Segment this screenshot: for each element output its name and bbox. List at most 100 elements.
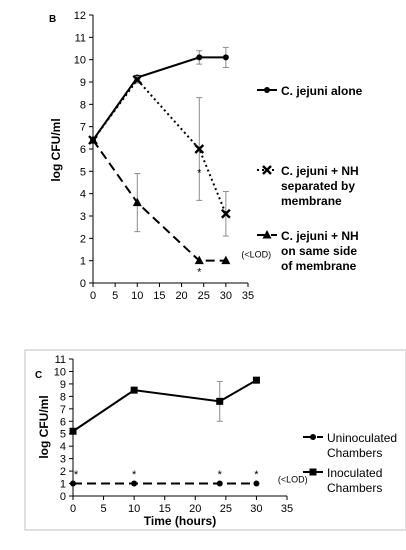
data-point bbox=[132, 74, 143, 85]
y-tick-label: 10 bbox=[54, 366, 66, 378]
series-line bbox=[72, 379, 257, 433]
legend-label: of membrane bbox=[281, 259, 357, 273]
y-tick-label: 2 bbox=[80, 233, 86, 245]
legend-label: C. jejuni + NH bbox=[281, 229, 359, 243]
data-point-stroke-b bbox=[132, 74, 143, 85]
legend-label: Uninoculated bbox=[327, 431, 397, 445]
y-tick-label: 3 bbox=[80, 211, 86, 223]
x-tick-label: 0 bbox=[70, 503, 76, 515]
data-point bbox=[131, 480, 138, 487]
data-point bbox=[70, 480, 76, 487]
data-point bbox=[253, 480, 260, 487]
data-point bbox=[196, 54, 203, 61]
legend-marker bbox=[262, 165, 272, 175]
x-tick-label: 30 bbox=[220, 290, 232, 302]
data-point-stroke-b bbox=[194, 144, 205, 154]
significance-asterisk: * bbox=[74, 469, 79, 481]
series-2 bbox=[88, 135, 231, 265]
series-0 bbox=[70, 480, 260, 487]
y-tick-label: 9 bbox=[80, 77, 86, 89]
data-point bbox=[194, 255, 204, 265]
y-tick-label: 4 bbox=[60, 441, 66, 453]
data-point bbox=[216, 480, 223, 487]
data-point bbox=[221, 208, 231, 219]
x-tick-label: 35 bbox=[281, 503, 293, 515]
lod-annotation: (<LOD) bbox=[241, 249, 271, 259]
panel-label: C bbox=[35, 370, 42, 381]
x-tick-label: 5 bbox=[112, 290, 118, 302]
series-1 bbox=[88, 74, 231, 237]
panel-label: B bbox=[49, 14, 56, 25]
y-tick-label: 1 bbox=[80, 256, 86, 268]
series-line bbox=[92, 78, 227, 215]
x-tick-label: 0 bbox=[90, 290, 96, 302]
lod-annotation: (<LOD) bbox=[278, 474, 308, 484]
y-axis-label: log CFU/ml bbox=[37, 395, 51, 458]
x-axis-label: Time (hours) bbox=[144, 514, 216, 528]
y-tick-label: 6 bbox=[80, 144, 86, 156]
legend-label: C. jejuni alone bbox=[281, 84, 363, 98]
legend-marker bbox=[310, 434, 316, 440]
data-point-stroke-b bbox=[221, 208, 231, 219]
y-tick-label: 8 bbox=[80, 99, 86, 111]
x-tick-label: 25 bbox=[198, 290, 210, 302]
legend-label: Inoculated bbox=[327, 466, 382, 480]
x-tick-label: 30 bbox=[250, 503, 262, 515]
data-point bbox=[252, 376, 260, 384]
y-tick-label: 11 bbox=[75, 32, 86, 44]
y-tick-label: 0 bbox=[60, 491, 66, 503]
chart-frame bbox=[24, 349, 406, 531]
data-point bbox=[216, 397, 224, 405]
legend-entry-0: C. jejuni alone bbox=[257, 84, 363, 98]
x-tick-label: 35 bbox=[242, 290, 254, 302]
legend-marker bbox=[309, 468, 317, 476]
legend-label: C. jejuni + NH bbox=[281, 164, 359, 178]
significance-asterisk: * bbox=[254, 469, 259, 481]
series-line bbox=[92, 56, 226, 141]
y-tick-label: 7 bbox=[80, 122, 86, 134]
legend-label: Chambers bbox=[327, 446, 382, 460]
y-tick-label: 2 bbox=[60, 466, 66, 478]
x-tick-label: 20 bbox=[189, 503, 201, 515]
data-point bbox=[221, 255, 231, 265]
legend-label: membrane bbox=[281, 194, 342, 208]
significance-asterisk: * bbox=[132, 469, 137, 481]
y-tick-label: 10 bbox=[74, 55, 86, 67]
series-line bbox=[92, 139, 226, 262]
legend-marker-stroke-b bbox=[262, 165, 272, 175]
x-tick-label: 15 bbox=[153, 290, 165, 302]
y-tick-label: 7 bbox=[60, 404, 66, 416]
data-point bbox=[88, 135, 98, 144]
y-tick-label: 1 bbox=[60, 479, 66, 491]
y-tick-label: 4 bbox=[80, 189, 86, 201]
data-point bbox=[222, 54, 229, 61]
legend-label: on same side bbox=[281, 244, 357, 258]
x-tick-label: 10 bbox=[131, 290, 143, 302]
x-tick-label: 5 bbox=[101, 503, 107, 515]
legend-marker bbox=[264, 87, 270, 93]
y-tick-label: 5 bbox=[60, 429, 66, 441]
data-point bbox=[130, 386, 138, 394]
legend-marker bbox=[262, 230, 272, 239]
y-tick-label: 3 bbox=[60, 454, 66, 466]
data-point bbox=[69, 427, 77, 435]
y-tick-label: 12 bbox=[74, 10, 86, 22]
series-0 bbox=[90, 46, 229, 144]
y-tick-label: 0 bbox=[80, 278, 86, 290]
x-tick-label: 20 bbox=[175, 290, 187, 302]
significance-asterisk: * bbox=[197, 167, 202, 179]
y-tick-label: 11 bbox=[55, 354, 66, 366]
y-tick-label: 9 bbox=[60, 379, 66, 391]
y-axis-label: log CFU/ml bbox=[49, 118, 63, 181]
y-tick-label: 6 bbox=[60, 416, 66, 428]
x-tick-label: 10 bbox=[128, 503, 140, 515]
x-tick-label: 15 bbox=[159, 503, 171, 515]
y-tick-label: 8 bbox=[60, 391, 66, 403]
